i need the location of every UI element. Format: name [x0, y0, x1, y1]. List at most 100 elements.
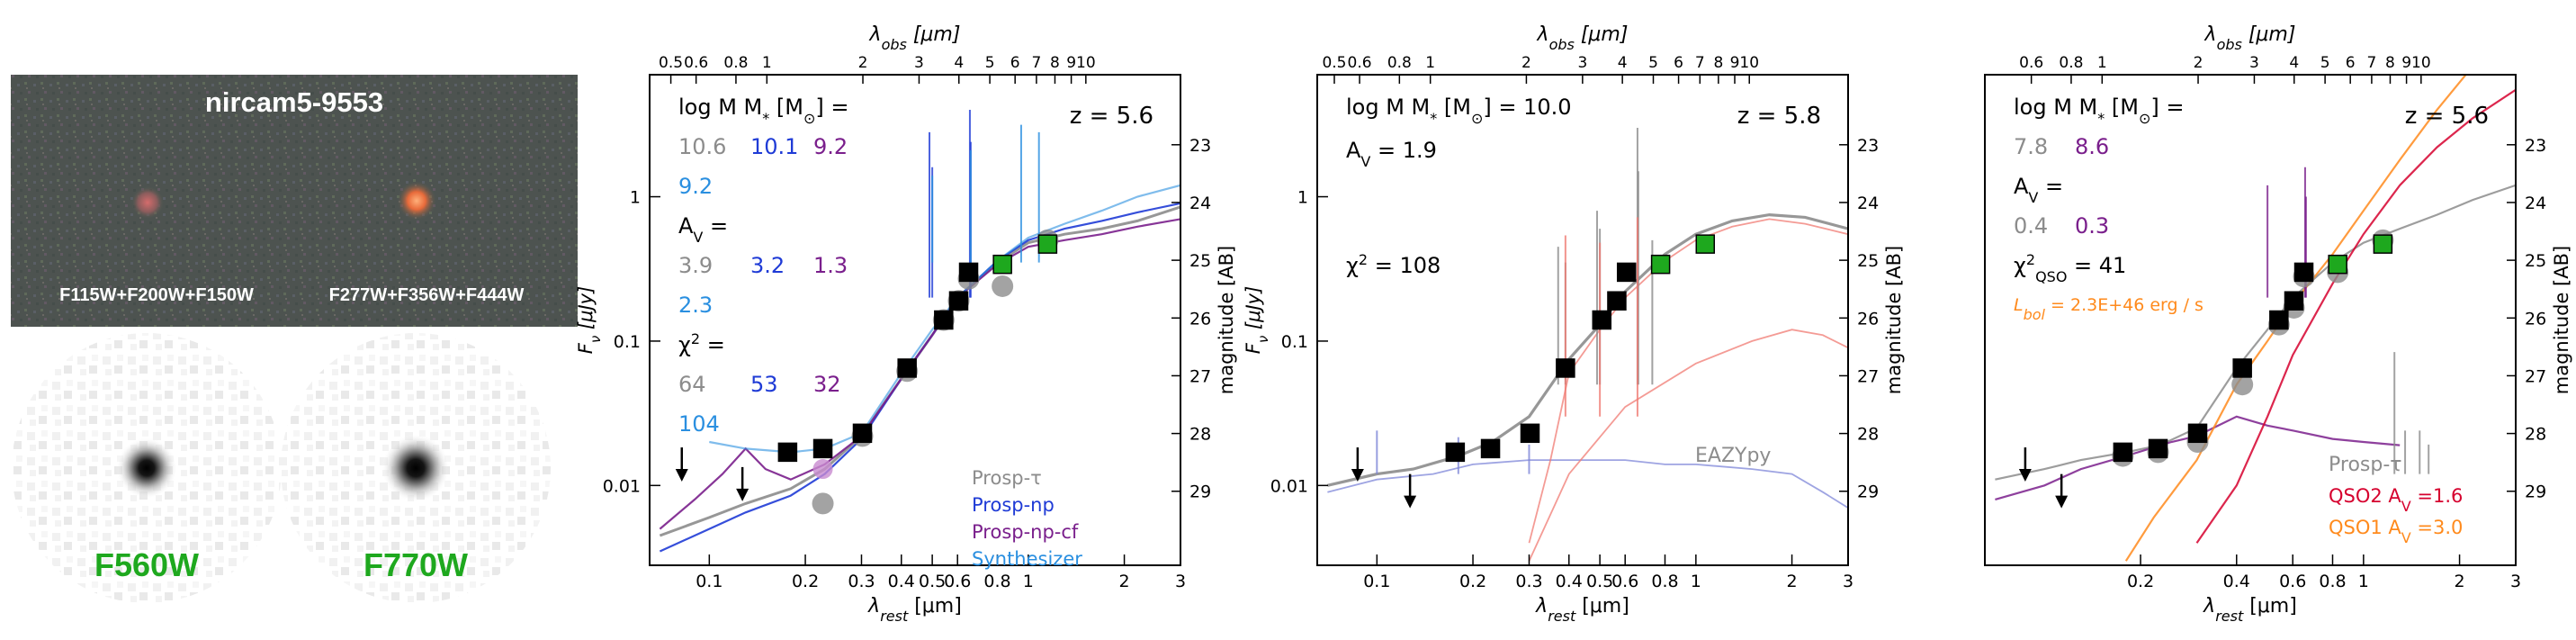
mass-value: 9.2 [678, 174, 713, 199]
photometry-point [1480, 438, 1501, 459]
x-label-top: λobs [μm] [2204, 23, 2296, 53]
upper-limit-arrow [1351, 469, 1364, 482]
x-label-top: λobs [μm] [1537, 23, 1629, 53]
chi2-value: 53 [750, 372, 778, 397]
top-tick-label: 3 [2249, 54, 2259, 72]
top-tick-label: 0.6 [2019, 54, 2043, 72]
rgb-right-label: F277W+F356W+F444W [329, 285, 525, 305]
y-label-left: Fν [μJy] [1243, 286, 1271, 355]
photometry-point [897, 358, 917, 378]
top-tick-label: 6 [2346, 54, 2356, 72]
legend-entry: QSO1 AV =3.0 [2329, 517, 2463, 546]
series-line [659, 205, 1180, 537]
x-tick-label: 3 [2510, 572, 2521, 591]
sed-panels: 0.1 0.2 0.3 0.4 0.50.6 0.8 1 2 30.010.110.5 0.6 0.… [575, 23, 2572, 625]
top-tick-label: 10 [1076, 54, 1096, 72]
x-tick-label: 0.8 [983, 572, 1010, 591]
model-photometry [812, 459, 833, 480]
panel-2: 0.1 0.2 0.3 0.4 0.50.6 0.8 1 2 30.010.110.5 0.6 0.… [1243, 23, 1905, 625]
photometry-point [1445, 442, 1466, 463]
miri-left-label: F560W [94, 546, 199, 583]
mass-value: 9.2 [813, 134, 848, 159]
upper-limit-arrow [675, 469, 688, 482]
x-tick-label: 0.6 [1611, 572, 1638, 591]
x-tick-label: 0.6 [944, 572, 971, 591]
x-label-bottom: λrest [μm] [1535, 595, 1629, 625]
mag-tick-label: 28 [2525, 425, 2546, 445]
av-label: AV = 1.9 [1346, 138, 1437, 170]
photometry-point [777, 442, 798, 463]
y-label-right: magnitude [AB] [1216, 246, 1237, 394]
mass-label: log M M* [M⊙] = 10.0 [1346, 95, 1572, 127]
legend-entry: Prosp-τ [2329, 454, 2402, 476]
legend-entry: QSO2 AV =1.6 [2329, 485, 2463, 515]
av-value: 3.9 [678, 253, 713, 278]
photometry-point [1520, 423, 1540, 444]
y-tick-label: 1 [1297, 188, 1308, 208]
top-tick-label: 6 [1674, 54, 1683, 72]
x-tick-label: 1 [1691, 572, 1701, 591]
x-tick-label: 0.5 [1586, 572, 1613, 591]
series-line [1327, 459, 1848, 509]
photometry-point [2187, 423, 2208, 444]
photometry-point [2232, 358, 2252, 378]
top-tick-label: 8 [1713, 54, 1723, 72]
top-tick-label: 0.8 [2059, 54, 2083, 72]
rgb-left-label: F115W+F200W+F150W [59, 285, 254, 305]
x-label-bottom: λrest [μm] [867, 595, 962, 625]
mag-tick-label: 26 [1857, 309, 1879, 329]
x-tick-label: 0.2 [2127, 572, 2154, 591]
mag-tick-label: 29 [1857, 482, 1879, 502]
panel-1: 0.1 0.2 0.3 0.4 0.50.6 0.8 1 2 30.010.110.5 0.6 0.… [575, 23, 1237, 625]
lbol-label: Lbol = 2.3E+46 erg / s [2014, 295, 2204, 323]
mag-tick-label: 27 [1189, 366, 1211, 386]
av-value: 0.3 [2075, 213, 2109, 239]
mass-label: log M M* [M⊙] = [678, 95, 848, 127]
av-value: 1.3 [813, 253, 848, 278]
x-tick-label: 2 [1119, 572, 1130, 591]
top-tick-label: 7 [1031, 54, 1041, 72]
mag-tick-label: 25 [2525, 251, 2546, 271]
upper-limit-arrow [2055, 495, 2069, 509]
top-tick-label: 3 [1577, 54, 1587, 72]
mass-label: log M M* [M⊙] = [2014, 95, 2184, 127]
x-tick-label: 3 [1843, 572, 1853, 591]
photometry-point [958, 262, 979, 283]
x-tick-label: 0.3 [1515, 572, 1542, 591]
miri-photometry-point [1037, 234, 1058, 254]
miri-right-label: F770W [364, 546, 468, 583]
x-label-bottom: λrest [μm] [2203, 595, 2297, 625]
photometry-point [2293, 262, 2314, 283]
miri-photometry-point [1695, 234, 1716, 254]
chi2-value: 64 [678, 372, 706, 397]
mag-tick-label: 24 [1857, 194, 1879, 213]
x-tick-label: 0.4 [888, 572, 915, 591]
mag-tick-label: 28 [1857, 425, 1879, 445]
photometry-point [1556, 358, 1575, 378]
x-tick-label: 2 [2455, 572, 2465, 591]
plot-area [1995, 75, 2516, 562]
top-tick-label: 6 [1010, 54, 1020, 72]
mag-tick-label: 23 [2525, 136, 2546, 156]
chi2-label: χ2 = 108 [1346, 251, 1441, 279]
model-photometry [992, 275, 1014, 297]
legend-entry: Prosp-τ [972, 467, 1042, 489]
photometry-point [2269, 310, 2289, 330]
y-tick-label: 0.01 [603, 476, 641, 496]
top-tick-label: 5 [2320, 54, 2330, 72]
x-tick-label: 0.4 [2223, 572, 2250, 591]
mag-tick-label: 25 [1857, 251, 1879, 271]
mag-tick-label: 26 [2525, 309, 2546, 329]
photometry-point [852, 423, 873, 444]
x-tick-label: 0.8 [2319, 572, 2346, 591]
miri-photometry-point [2373, 234, 2393, 254]
series-line [659, 202, 1180, 553]
legend-entry: Prosp-np-cf [972, 521, 1079, 543]
top-tick-label: 0.5 [659, 54, 683, 72]
series-line [1528, 329, 1848, 562]
miri-photometry-point [1650, 254, 1671, 275]
top-tick-label: 2 [858, 54, 868, 72]
top-tick-label: 1 [762, 54, 772, 72]
upper-limit-arrow [1404, 495, 1417, 509]
